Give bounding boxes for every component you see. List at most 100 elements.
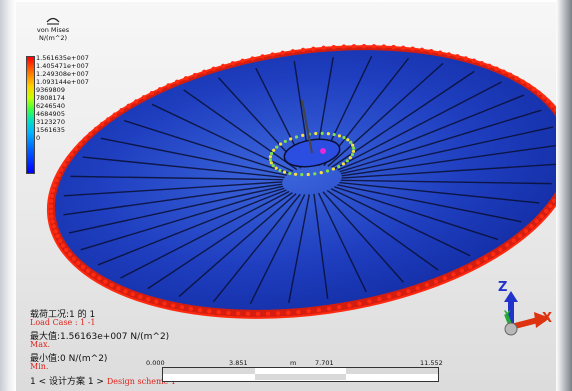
rim-mark	[311, 46, 316, 52]
rib-line	[341, 144, 556, 177]
rim-mark	[260, 54, 265, 59]
hub-mark	[269, 161, 273, 165]
render-viewport[interactable]: von Mises N/(m^2) 1.561635e+007 1.405471…	[16, 2, 556, 391]
rim-mark	[455, 54, 460, 59]
rib-line	[147, 192, 293, 290]
rim-mark	[424, 282, 430, 288]
load-case-label-en: Load Case : 1 -1	[30, 318, 96, 327]
hub-mark	[337, 134, 342, 138]
hub-mark	[269, 151, 274, 156]
hub-mark	[288, 171, 292, 176]
rim-mark	[211, 66, 216, 72]
rim-mark	[133, 99, 139, 104]
rim-mark	[245, 311, 251, 316]
rim-mark	[99, 121, 105, 127]
rim-mark	[290, 49, 296, 54]
hub-mark	[332, 132, 336, 137]
z-arrowhead	[504, 291, 518, 302]
legend-header: von Mises N/(m^2)	[33, 17, 73, 42]
rib-line	[80, 187, 285, 251]
triad-origin	[504, 322, 518, 336]
hub-mark	[348, 156, 352, 160]
rim-mark	[78, 141, 83, 147]
hub-mark	[326, 132, 331, 136]
hub-mark	[337, 164, 341, 169]
rim-mark	[508, 72, 513, 78]
rim-mark	[141, 95, 147, 100]
hub-mark	[301, 133, 305, 137]
rim-mark	[73, 146, 78, 152]
rim-mark	[60, 243, 66, 248]
scale-segment	[163, 368, 255, 374]
rim-mark	[386, 294, 392, 299]
rim-mark	[270, 52, 275, 57]
rim-mark	[400, 45, 406, 51]
scale-tick-label: 3.851	[229, 359, 248, 367]
rim-mark	[235, 311, 241, 316]
rib-line	[337, 184, 522, 223]
rim-mark	[351, 44, 357, 49]
radial-ribs	[63, 55, 556, 305]
rim-mark	[162, 301, 167, 306]
rib-line	[322, 191, 404, 283]
rim-mark	[549, 103, 555, 108]
rim-mark	[437, 50, 443, 55]
design-scheme-en: Design scheme 1	[106, 377, 176, 386]
rim-mark	[280, 50, 285, 55]
rib-line	[82, 156, 285, 179]
rim-mark	[49, 193, 55, 199]
rim-mark	[174, 79, 180, 85]
rim-mark	[296, 309, 301, 315]
scale-segment	[255, 374, 346, 380]
rim-mark	[300, 47, 306, 53]
rib-line	[100, 137, 287, 176]
hub-mark	[349, 140, 353, 144]
rim-mark	[483, 256, 489, 261]
scale-tick-label: 7.701	[315, 359, 334, 367]
rim-mark	[54, 177, 59, 183]
rim-mark	[188, 306, 194, 312]
rim-mark	[306, 308, 311, 314]
rim-mark	[105, 117, 111, 122]
rim-mark	[130, 291, 135, 297]
rim-mark	[154, 299, 159, 304]
rim-mark	[112, 112, 117, 117]
min-label-en: Min.	[30, 362, 49, 371]
rim-mark	[179, 305, 185, 310]
rim-constraint-marks	[48, 44, 556, 316]
rim-mark	[494, 66, 499, 71]
rim-mark	[275, 311, 281, 316]
window-frame-left	[0, 0, 16, 391]
legend-tick: 1561635	[36, 126, 65, 134]
rim-mark	[230, 61, 236, 66]
rim-mark	[396, 291, 402, 297]
rim-mark	[80, 264, 86, 270]
rim-mark	[548, 203, 553, 209]
rim-mark	[551, 198, 556, 203]
rim-mark	[523, 228, 529, 234]
hub-mark	[314, 131, 318, 136]
rim-mark	[541, 94, 546, 100]
hub-mark	[346, 138, 350, 142]
rim-mark	[415, 285, 420, 291]
hub-mark	[320, 131, 324, 135]
legend-tick: 3123270	[36, 118, 65, 126]
hub-mark	[268, 155, 273, 159]
hub-mark	[331, 167, 335, 171]
rib-line	[123, 119, 290, 174]
z-axis-label: Z	[498, 280, 508, 295]
rim-mark	[459, 268, 465, 273]
rim-mark	[226, 310, 231, 316]
hub-mark	[271, 164, 275, 168]
rim-mark	[197, 307, 203, 313]
stress-model-render[interactable]	[16, 2, 556, 391]
rim-mark	[529, 223, 534, 229]
hub-mark	[300, 173, 304, 177]
rim-mark	[57, 238, 63, 244]
rim-mark	[59, 167, 64, 172]
rim-mark	[97, 276, 102, 281]
rim-mark	[479, 60, 484, 66]
rim-mark	[55, 233, 60, 239]
rim-mark	[119, 108, 124, 113]
rim-mark	[192, 72, 198, 78]
